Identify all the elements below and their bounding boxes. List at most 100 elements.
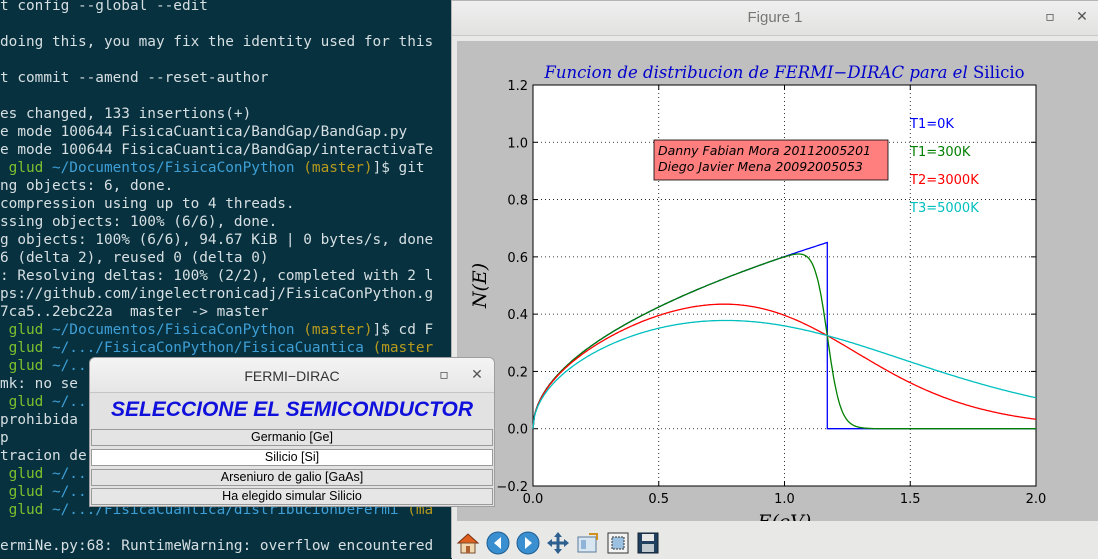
figure-titlebar[interactable]: Figure 1 ▫ ✕ <box>452 1 1098 36</box>
dialog-heading: SELECCIONE EL SEMICONDUCTOR <box>110 398 474 421</box>
semiconductor-dialog: FERMI−DIRAC ▫ ✕ SELECCIONE EL SEMICONDUC… <box>89 357 495 507</box>
maximize-icon[interactable]: ▫ <box>1045 9 1055 25</box>
y-tick-label: −0.2 <box>496 480 528 495</box>
terminal-line: : Resolving deltas: 100% (2/2), complete… <box>0 268 434 284</box>
y-tick-label: 0.2 <box>507 365 528 380</box>
y-axis-label: N(E) <box>469 263 491 309</box>
prompt-user: glud <box>0 340 52 356</box>
zoom-rect-icon[interactable] <box>605 530 631 556</box>
terminal-line: tracion de <box>0 448 87 464</box>
legend-entry: T3=5000K <box>909 201 979 216</box>
annotation-text: Danny Fabian Mora 20112005201 <box>658 143 871 158</box>
terminal-line: t config --global --edit <box>0 0 208 14</box>
back-arrow-icon[interactable] <box>485 530 511 556</box>
dialog-title: FERMI−DIRAC <box>244 368 340 384</box>
chart-title-italic: Funcion de distribucion de FERMI−DIRAC p… <box>543 63 973 82</box>
option-germanio-button[interactable]: Germanio [Ge] <box>91 429 493 446</box>
prompt-path: ~/... <box>51 466 96 482</box>
prompt-user: glud <box>0 484 52 500</box>
prompt-user: glud <box>0 394 52 410</box>
prompt-path: ~/... <box>51 484 96 500</box>
y-tick-label: 1.2 <box>507 79 528 94</box>
prompt-user: glud <box>0 502 52 518</box>
legend-entry: T1=300K <box>909 145 971 160</box>
prompt-command: ]$ git <box>372 160 434 176</box>
y-tick-label: 0.8 <box>507 194 528 209</box>
prompt-branch: (master) <box>303 322 373 338</box>
terminal-line: glud ~/... <box>0 465 96 483</box>
legend-entry: T2=3000K <box>909 173 979 188</box>
terminal-line: p <box>0 430 9 446</box>
x-axis-label: E(eV) <box>757 511 812 521</box>
terminal-line: 6 (delta 2), reused 0 (delta 0) <box>0 250 269 266</box>
home-icon[interactable] <box>455 530 481 556</box>
terminal-line: t commit --amend --reset-author <box>0 70 269 86</box>
status-label: Ha elegido simular Silicio <box>91 488 493 505</box>
prompt-path: ~/.../FisicaConPython/FisicaCuantica <box>51 340 373 356</box>
terminal-line: 7ca5..2ebc22a master -> master <box>0 304 269 320</box>
terminal-line: compression using up to 4 threads. <box>0 196 295 212</box>
close-icon[interactable]: ✕ <box>1076 9 1088 25</box>
terminal-line: ermiNe.py:68: RuntimeWarning: overflow e… <box>0 538 434 554</box>
prompt-path: ~/Documentos/FisicaConPython <box>51 322 304 338</box>
terminal-line: g objects: 100% (6/6), 94.67 KiB | 0 byt… <box>0 232 434 248</box>
series-line-3 <box>532 319 1037 429</box>
plot-canvas[interactable]: 0.0 0.5 1.0 1.5 2.0 −0.2 0.0 0.2 0.4 0.6 0.8 1.0 1.2… <box>457 41 1098 533</box>
prompt-user: glud <box>0 358 52 374</box>
terminal-line: ssing objects: 100% (6/6), done. <box>0 214 278 230</box>
annotation-text: Diego Javier Mena 20092005053 <box>658 159 863 174</box>
terminal-line: e mode 100644 FisicaCuantica/BandGap/Ban… <box>0 124 408 140</box>
legend-entry: T1=0K <box>909 117 954 132</box>
terminal-line: glud ~/Documentos/FisicaConPython (maste… <box>0 159 433 177</box>
close-icon[interactable]: ✕ <box>471 367 483 383</box>
series-line-2 <box>532 303 1037 429</box>
figure-window: Figure 1 ▫ ✕ 0.0 0.5 1.0 1.5 2.0 −0.2 0.0 0.2 0.… <box>451 0 1098 559</box>
prompt-user: glud <box>0 160 52 176</box>
terminal-line: ps://github.com/ingelectronicadj/FisicaC… <box>0 286 434 302</box>
y-tick-label: 0.6 <box>507 251 528 266</box>
prompt-path: ~/Documentos/FisicaConPython <box>51 160 304 176</box>
x-tick-label: 2.0 <box>1026 492 1047 507</box>
terminal-line: glud ~/... <box>0 483 96 501</box>
pan-icon[interactable] <box>545 530 571 556</box>
terminal-line: glud ~/.../FisicaConPython/FisicaCuantic… <box>0 339 434 357</box>
x-tick-label: 1.0 <box>774 492 795 507</box>
prompt-command: ]$ cd F <box>372 322 434 338</box>
series-line-1 <box>532 253 1036 430</box>
terminal-line: ng objects: 6, done. <box>0 178 174 194</box>
terminal-line: prohibida <box>0 412 78 428</box>
prompt-path: ~/... <box>51 394 96 410</box>
y-tick-label: 0.4 <box>507 308 528 323</box>
save-icon[interactable] <box>635 530 661 556</box>
prompt-branch: (master) <box>303 160 373 176</box>
prompt-user: glud <box>0 466 52 482</box>
forward-arrow-icon[interactable] <box>515 530 541 556</box>
terminal-line: glud ~/... <box>0 393 96 411</box>
chart-title: Funcion de distribucion de FERMI−DIRAC p… <box>543 63 1024 82</box>
terminal-line: e mode 100644 FisicaCuantica/BandGap/int… <box>0 142 434 158</box>
x-tick-label: 0.5 <box>648 492 669 507</box>
option-gaas-button[interactable]: Arseniuro de galio [GaAs] <box>91 469 493 486</box>
terminal-window[interactable]: t config --global --edit doing this, you … <box>0 0 460 558</box>
option-silicio-button[interactable]: Silicio [Si] <box>91 449 493 466</box>
prompt-branch: (master <box>372 340 434 356</box>
configure-subplots-icon[interactable] <box>575 530 601 556</box>
y-tick-label: 1.0 <box>507 136 528 151</box>
x-tick-label: 1.5 <box>900 492 921 507</box>
terminal-line: es changed, 133 insertions(+) <box>0 106 252 122</box>
terminal-line: mk: no se <box>0 376 78 392</box>
terminal-line: glud ~/Documentos/FisicaConPython (maste… <box>0 321 434 339</box>
figure-title: Figure 1 <box>747 9 803 26</box>
prompt-path: ~/... <box>51 358 96 374</box>
maximize-icon[interactable]: ▫ <box>439 367 449 383</box>
terminal-line: doing this, you may fix the identity use… <box>0 34 434 50</box>
terminal-line: glud ~/... <box>0 357 96 375</box>
prompt-user: glud <box>0 322 52 338</box>
figure-toolbar <box>452 526 1098 559</box>
chart-title-material: Silicio <box>973 63 1025 82</box>
x-tick-label: 0.0 <box>523 492 544 507</box>
fermi-dirac-chart: 0.0 0.5 1.0 1.5 2.0−0.20.00.20.40.60.81.01.2… <box>469 63 1047 533</box>
annotation-box <box>653 139 889 181</box>
y-tick-label: 0.0 <box>507 423 528 438</box>
dialog-titlebar[interactable]: FERMI−DIRAC ▫ ✕ <box>90 358 494 393</box>
